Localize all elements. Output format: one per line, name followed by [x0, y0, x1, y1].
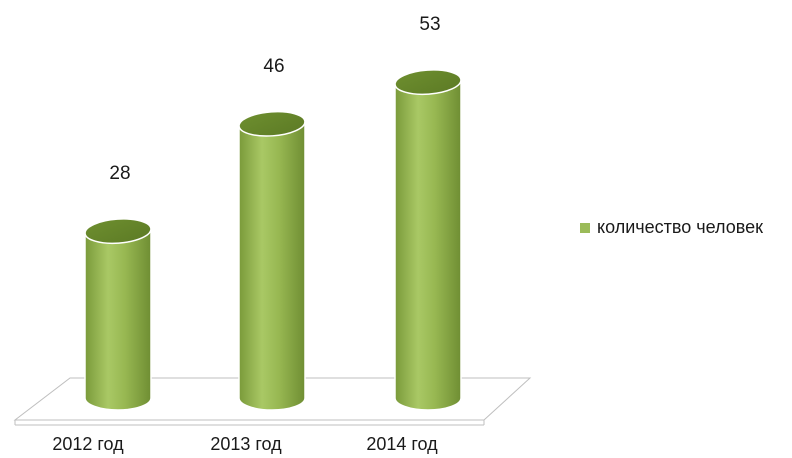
bar-2014-год	[394, 69, 462, 411]
bar-2012-год	[84, 218, 152, 411]
legend: количество человек	[580, 217, 763, 238]
x-tick-label: 2012 год	[52, 434, 124, 454]
legend-swatch	[580, 222, 590, 233]
bar-2013-год	[238, 110, 306, 411]
x-tick-label: 2014 год	[366, 434, 438, 454]
data-label: 46	[263, 56, 284, 77]
bar-top	[238, 110, 306, 137]
x-tick-label: 2013 год	[210, 434, 282, 454]
bar-top	[84, 218, 152, 245]
bar-body	[394, 81, 462, 411]
legend-label: количество человек	[597, 217, 764, 237]
data-label: 28	[109, 163, 130, 184]
bar-body	[84, 230, 152, 411]
bar-body	[238, 123, 306, 411]
data-label: 53	[419, 14, 440, 35]
bar-top	[394, 69, 462, 96]
